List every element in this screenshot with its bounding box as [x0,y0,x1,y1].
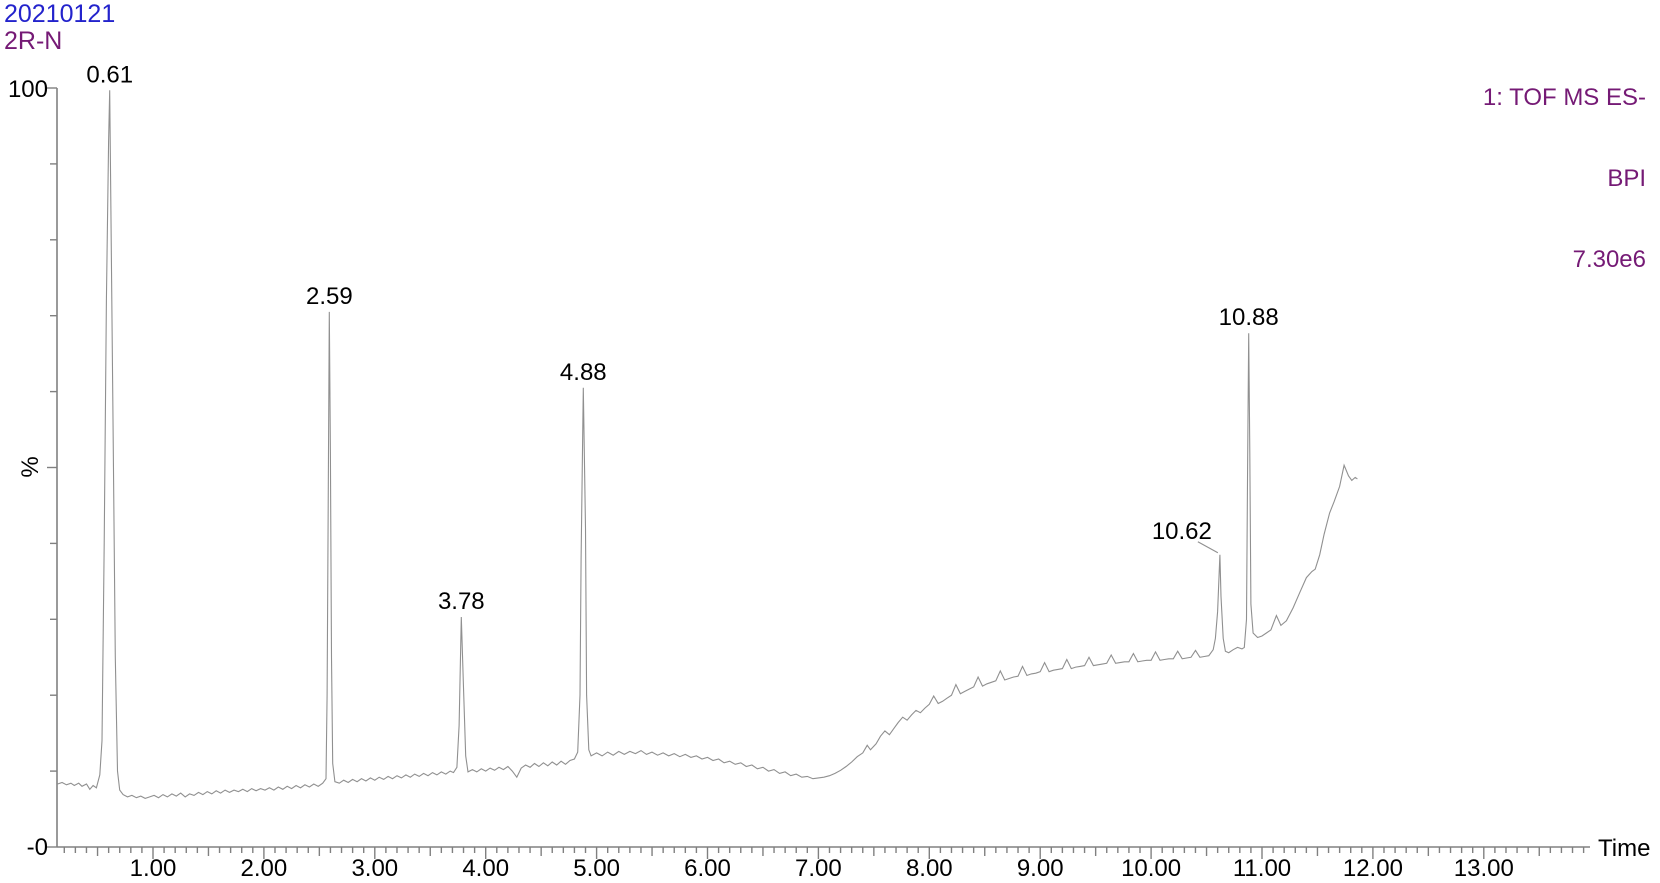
peak-label-10.62: 10.62 [1152,518,1212,545]
x-tick-label: 6.00 [684,855,731,882]
x-tick-label: 8.00 [906,855,953,882]
x-tick-label: 11.00 [1233,855,1291,882]
y-axis-title: % [17,456,44,477]
x-tick-label: 2.00 [241,855,288,882]
intensity-scale-label: 7.30e6 [1572,246,1646,273]
peak-label-2.59: 2.59 [306,283,353,310]
x-tick-label: 7.00 [795,855,842,882]
x-tick-label: 13.00 [1454,855,1514,882]
acquisition-date: 20210121 [4,0,116,28]
x-tick-label: 9.00 [1017,855,1064,882]
trace-info-block: 1: TOF MS ES- BPI 7.30e6 [1483,30,1646,300]
y-max-label: 100 [8,76,48,103]
peak-leader-line [1197,541,1219,554]
x-tick-label: 1.00 [130,855,177,882]
peak-label-3.78: 3.78 [438,588,485,615]
sample-name: 2R-N [4,27,63,55]
axes: 1.00 2.00 3.00 4.00 5.00 6.00 7.00 8.00 9.00 10.0… [8,76,1651,882]
x-axis-title: Time [1598,835,1650,862]
x-tick-label: 4.00 [462,855,509,882]
peak-labels: 0.61 2.59 3.78 4.88 10.62 10.88 [86,61,1278,615]
bpi-trace [57,90,1358,799]
trace-line [57,90,1358,799]
ms-function-label: 1: TOF MS ES- [1482,84,1646,111]
signal-type-label: BPI [1607,165,1646,192]
peak-label-4.88: 4.88 [560,359,607,386]
x-tick-label: 3.00 [351,855,398,882]
y-min-label: -0 [27,834,48,861]
x-tick-label: 5.00 [573,855,620,882]
x-tick-label: 12.00 [1343,855,1403,882]
x-tick-label: 10.00 [1121,855,1181,882]
peak-label-10.88: 10.88 [1219,304,1279,331]
peak-label-0.61: 0.61 [86,61,133,88]
